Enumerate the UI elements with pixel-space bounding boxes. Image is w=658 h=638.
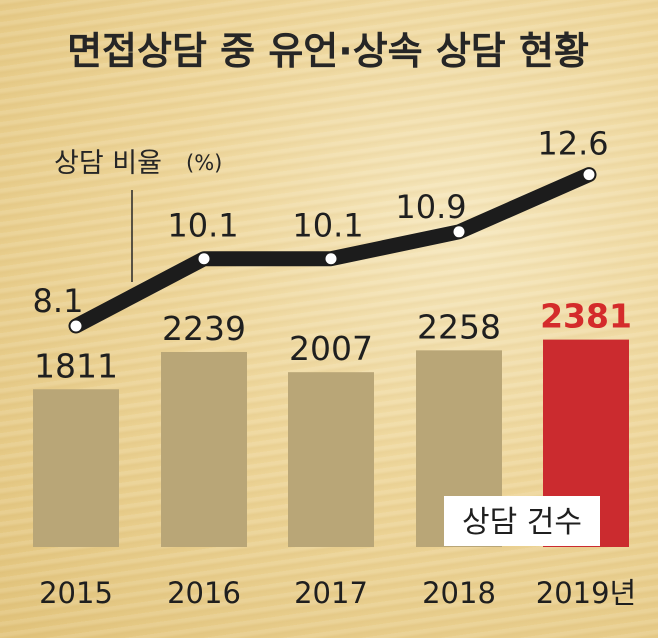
line-value-label: 8.1: [33, 282, 84, 320]
x-tick-label: 2019년: [536, 576, 636, 610]
chart-title: 면접상담 중 유언·상속 상담 현황: [67, 29, 589, 73]
x-tick-label: 2018: [422, 576, 496, 610]
line-series-annotation: 상담 비율 (%): [54, 148, 222, 179]
line-value-label: 12.6: [537, 125, 608, 163]
bar-value-label: 1811: [34, 346, 118, 385]
line-series-path: [68, 167, 597, 334]
line-marker-2018: [453, 226, 465, 238]
line-value-label: 10.9: [395, 188, 466, 226]
line-series-name: 상담 비율: [54, 148, 162, 179]
line-value-label: 10.1: [292, 207, 363, 245]
line-series-unit: (%): [186, 151, 222, 175]
line-marker-2015: [70, 320, 82, 332]
legend-bar-series: 상담 건수: [444, 496, 600, 546]
bar-value-labels: 1811 2239 2007 2258 2381: [34, 297, 632, 386]
x-tick-label: 2017: [294, 576, 368, 610]
x-axis-ticks: 2015 2016 2017 2018 2019년: [39, 576, 636, 610]
line-series-group: [68, 167, 597, 334]
legend-box: [444, 496, 600, 546]
bar-2017: [288, 372, 374, 547]
line-value-labels: 8.1 10.1 10.1 10.9 12.6: [33, 125, 609, 320]
line-marker-2016: [198, 253, 210, 265]
bar-2015: [33, 389, 119, 547]
bar-value-label: 2381: [540, 297, 632, 336]
line-value-label: 10.1: [167, 207, 238, 245]
bar-value-label: 2258: [417, 307, 501, 346]
bar-2016: [161, 351, 247, 547]
bar-value-label: 2007: [289, 329, 373, 368]
x-tick-label: 2015: [39, 576, 113, 610]
bar-value-label: 2239: [162, 309, 246, 348]
legend-label: 상담 건수: [462, 505, 582, 540]
line-marker-2017: [325, 253, 337, 265]
line-marker-2019년: [583, 169, 595, 181]
x-tick-label: 2016: [167, 576, 241, 610]
